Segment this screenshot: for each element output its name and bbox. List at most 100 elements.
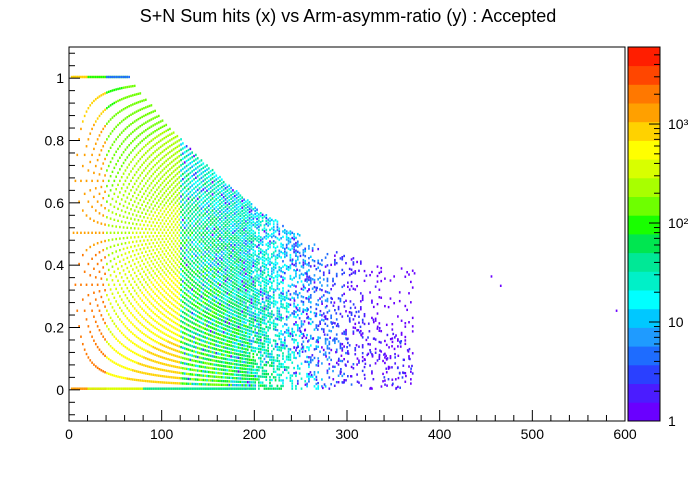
heatmap-bin — [246, 212, 249, 215]
heatmap-bin — [189, 171, 192, 175]
heatmap-bin — [185, 145, 188, 148]
heatmap-bin — [157, 335, 160, 338]
heatmap-bin — [291, 374, 294, 377]
heatmap-bin — [182, 310, 184, 314]
heatmap-bin — [159, 158, 162, 161]
heatmap-bin — [219, 260, 221, 263]
heatmap-bin — [274, 379, 277, 382]
heatmap-bin — [130, 160, 132, 164]
heatmap-bin — [246, 309, 249, 312]
heatmap-bin — [152, 214, 155, 217]
heatmap-bin — [283, 298, 286, 302]
heatmap-bin — [141, 307, 143, 310]
heatmap-bin — [215, 363, 218, 367]
heatmap-bin — [202, 357, 205, 360]
heatmap-bin — [272, 291, 275, 294]
heatmap-bin — [228, 249, 231, 253]
heatmap-bin — [232, 203, 234, 206]
heatmap-bin — [208, 375, 210, 378]
heatmap-bin — [202, 370, 205, 373]
heatmap-bin — [104, 141, 106, 144]
heatmap-bin — [87, 293, 90, 297]
heatmap-bin — [81, 209, 84, 212]
heatmap-bin — [135, 179, 138, 183]
heatmap-bin — [261, 228, 264, 232]
heatmap-bin — [237, 360, 240, 363]
heatmap-bin — [246, 199, 249, 202]
heatmap-bin — [204, 344, 206, 348]
heatmap-bin — [228, 275, 231, 278]
heatmap-bin — [119, 168, 121, 171]
heatmap-bin — [276, 356, 279, 360]
heatmap-bin — [139, 198, 142, 202]
heatmap-bin — [261, 279, 264, 282]
heatmap-bin — [193, 257, 195, 260]
heatmap-bin — [271, 287, 273, 290]
heatmap-bin — [274, 266, 277, 270]
heatmap-bin — [228, 315, 231, 318]
heatmap-bin — [248, 377, 251, 381]
heatmap-bin — [250, 269, 253, 273]
heatmap-bin — [219, 256, 221, 260]
heatmap-bin — [185, 283, 188, 286]
heatmap-bin — [81, 298, 84, 301]
heatmap-bin — [267, 300, 269, 303]
heatmap-bin — [235, 259, 238, 262]
heatmap-bin — [222, 286, 225, 289]
heatmap-bin — [246, 368, 249, 371]
heatmap-bin — [206, 362, 208, 365]
heatmap-bin — [215, 312, 218, 315]
heatmap-bin — [143, 340, 145, 344]
heatmap-bin — [107, 283, 110, 286]
heatmap-bin — [224, 328, 227, 331]
heatmap-bin — [178, 281, 181, 285]
heatmap-bin — [128, 134, 130, 137]
heatmap-bin — [182, 321, 184, 324]
heatmap-bin — [146, 261, 149, 264]
heatmap-bin — [222, 361, 225, 364]
heatmap-bin — [235, 307, 238, 311]
heatmap-bin — [126, 116, 129, 119]
heatmap-bin — [291, 312, 294, 315]
heatmap-bin — [170, 308, 173, 311]
heatmap-bin — [272, 240, 275, 243]
heatmap-bin — [291, 332, 294, 336]
heatmap-bin — [230, 287, 232, 290]
heatmap-bin — [172, 276, 175, 279]
heatmap-bin — [219, 175, 221, 179]
heatmap-bin — [167, 164, 169, 167]
heatmap-bin — [176, 382, 179, 385]
heatmap-bin — [146, 380, 149, 383]
heatmap-bin — [180, 221, 182, 224]
heatmap-bin — [291, 244, 294, 247]
heatmap-bin — [322, 319, 325, 322]
heatmap-bin — [100, 94, 103, 97]
heatmap-bin — [219, 345, 221, 348]
heatmap-bin — [219, 198, 221, 202]
heatmap-bin — [163, 179, 166, 183]
heatmap-bin — [246, 283, 249, 286]
heatmap-bin — [232, 213, 234, 217]
heatmap-bin — [137, 244, 140, 247]
heatmap-bin — [208, 308, 210, 311]
heatmap-bin — [230, 204, 232, 208]
heatmap-bin — [211, 371, 214, 374]
heatmap-bin — [245, 200, 247, 203]
heatmap-bin — [178, 376, 181, 380]
heatmap-bin — [233, 303, 236, 306]
heatmap-bin — [115, 350, 118, 353]
heatmap-bin — [215, 304, 218, 307]
heatmap-bin — [91, 127, 93, 131]
heatmap-bin — [289, 253, 292, 257]
heatmap-bin — [293, 330, 295, 334]
heatmap-bin — [183, 302, 186, 305]
heatmap-bin — [235, 370, 238, 373]
heatmap-bin — [222, 214, 225, 218]
heatmap-bin — [152, 228, 155, 231]
heatmap-bin — [174, 223, 177, 226]
heatmap-bin — [170, 364, 173, 368]
heatmap-bin — [246, 228, 249, 231]
heatmap-bin — [141, 331, 143, 334]
heatmap-bin — [96, 366, 99, 370]
heatmap-bin — [308, 264, 310, 267]
